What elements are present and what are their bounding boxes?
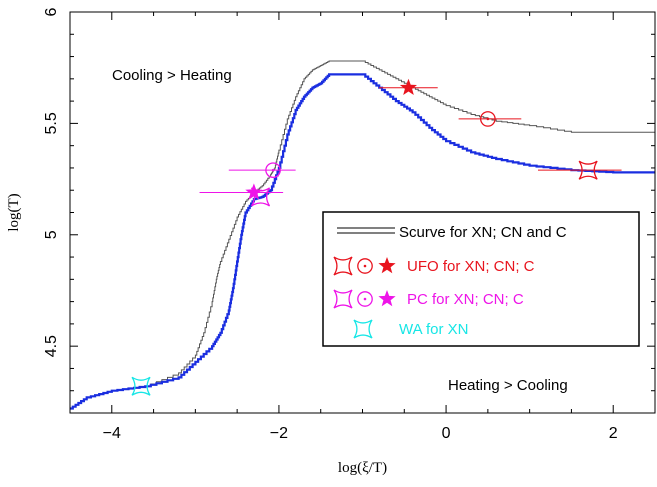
x-axis-label: log(ξ/T) bbox=[338, 460, 387, 476]
legend-astroid-swatch bbox=[333, 256, 353, 276]
legend-circle-dot-swatch-dot bbox=[363, 297, 367, 301]
x-tick-label: 2 bbox=[609, 425, 618, 442]
legend-star-swatch bbox=[378, 290, 396, 307]
star-point bbox=[399, 78, 417, 95]
circle-dot-point bbox=[480, 111, 496, 127]
x-tick-label: −2 bbox=[270, 425, 288, 442]
astroid-point bbox=[131, 376, 151, 396]
x-tick-label: 0 bbox=[442, 425, 451, 442]
legend-circle-dot-swatch bbox=[357, 291, 373, 307]
legend-label: PC for XN; CN; C bbox=[407, 291, 524, 308]
annotation-heating-gt-cooling: Heating > Cooling bbox=[448, 377, 568, 394]
y-tick-label: 4.5 bbox=[43, 335, 60, 357]
astroid-point bbox=[250, 187, 271, 207]
legend-label: WA for XN bbox=[399, 321, 468, 338]
y-tick-label: 5 bbox=[43, 230, 60, 239]
y-tick-label: 5.5 bbox=[43, 112, 60, 134]
annotation-cooling-gt-heating: Cooling > Heating bbox=[112, 67, 232, 84]
legend-label: Scurve for XN; CN and C bbox=[399, 224, 567, 241]
legend-circle-dot-swatch-dot bbox=[363, 264, 367, 268]
legend-circle-dot-swatch bbox=[357, 258, 373, 274]
y-tick-label: 6 bbox=[43, 7, 60, 16]
legend-label: UFO for XN; CN; C bbox=[407, 258, 535, 275]
scurve-blue-line bbox=[70, 73, 655, 410]
circle-dot-point-dot bbox=[271, 168, 275, 172]
circle-dot-point-dot bbox=[486, 117, 490, 121]
axis-ticks: −4 −2 0 2 4.5 5 5.5 6 bbox=[43, 7, 656, 442]
y-axis-label: log(T) bbox=[6, 193, 22, 231]
legend-astroid-swatch bbox=[333, 289, 353, 309]
curves-layer bbox=[70, 60, 655, 410]
scurve-black-line bbox=[70, 60, 655, 409]
astroid-point bbox=[578, 160, 598, 180]
legend-astroid-swatch bbox=[353, 319, 373, 339]
points-layer bbox=[131, 78, 622, 396]
legend-box bbox=[322, 211, 640, 347]
x-tick-label: −4 bbox=[103, 425, 121, 442]
circle-dot-point bbox=[265, 162, 281, 179]
legend: Scurve for XN; CN and C UFO for XN; CN; C… bbox=[322, 211, 640, 347]
legend-star-swatch bbox=[378, 257, 396, 274]
